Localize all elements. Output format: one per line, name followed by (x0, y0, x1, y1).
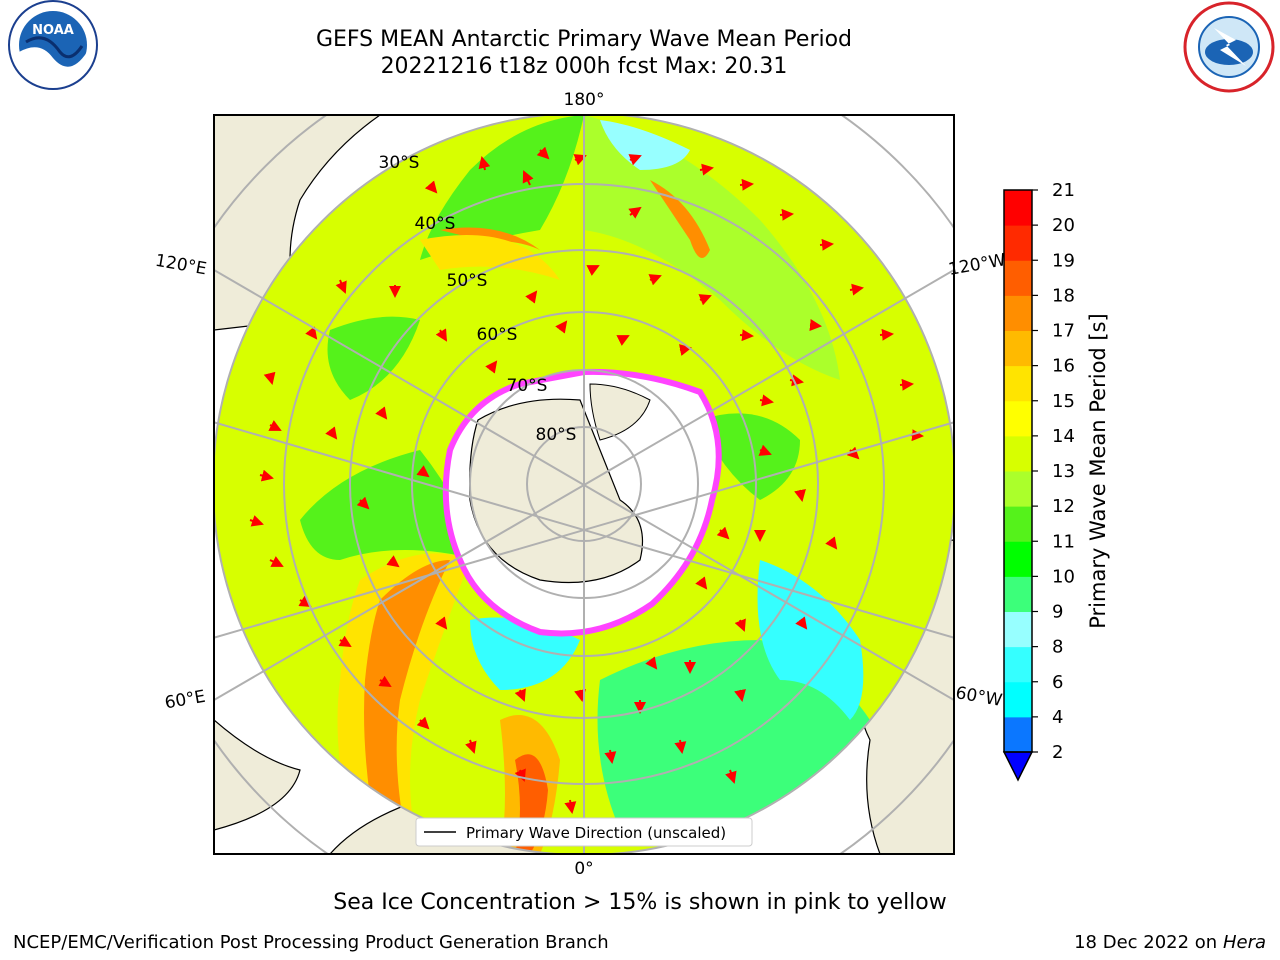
lon-label-120e: 120°E (154, 251, 208, 280)
colorbar-tick-label: 21 (1052, 180, 1075, 201)
lat-label-80s: 80°S (536, 425, 577, 445)
lat-label-30s: 30°S (379, 153, 420, 173)
colorbar-tick-label: 18 (1052, 285, 1075, 306)
colorbar-segment (1004, 576, 1032, 612)
colorbar: 2 4 6 8 9 10 11 12 13 14 15 16 17 18 19 20 21 Primary Wa… (1002, 180, 1110, 782)
colorbar-segment (1004, 435, 1032, 472)
legend-label: Primary Wave Direction (unscaled) (466, 824, 726, 842)
lon-label-60w: 60°W (954, 683, 1004, 711)
lat-label-50s: 50°S (447, 271, 488, 291)
map-legend: Primary Wave Direction (unscaled) (415, 817, 753, 847)
colorbar-tick-label: 20 (1052, 215, 1075, 236)
colorbar-tick-label: 4 (1052, 707, 1063, 728)
colorbar-tick-label: 8 (1052, 637, 1063, 658)
colorbar-segment (1004, 716, 1032, 753)
generation-date: 18 Dec 2022 on Hera (1074, 932, 1266, 953)
noaa-logo: NOAA (8, 0, 98, 90)
colorbar-tick-label: 9 (1052, 602, 1063, 623)
colorbar-tick-label: 6 (1052, 672, 1063, 693)
colorbar-segment (1004, 400, 1032, 437)
figure-title: GEFS MEAN Antarctic Primary Wave Mean Pe… (315, 27, 853, 52)
map-frame (213, 114, 955, 855)
colorbar-segment (1004, 190, 1032, 226)
colorbar-ticks: 2 4 6 8 9 10 11 12 13 14 15 16 17 18 19 20 21 (1032, 180, 1075, 763)
generation-date-text: 18 Dec 2022 on (1074, 932, 1218, 953)
colorbar-tick-label: 12 (1052, 496, 1075, 517)
colorbar-tick-label: 17 (1052, 321, 1075, 342)
producer-credit: NCEP/EMC/Verification Post Processing Pr… (13, 932, 609, 953)
colorbar-segment (1004, 541, 1032, 577)
sea-ice-note: Sea Ice Concentration > 15% is shown in … (333, 890, 947, 915)
colorbar-tick-label: 11 (1052, 531, 1075, 552)
lon-label-120w: 120°W (947, 250, 1008, 280)
graticule (214, 115, 954, 854)
colorbar-segment (1004, 225, 1032, 261)
colorbar-extend-triangle (1002, 751, 1034, 782)
colorbar-segment (1004, 295, 1032, 331)
national-weather-service-logo (1183, 1, 1275, 93)
colorbar-segment (1004, 506, 1032, 542)
lon-label-0: 0° (574, 859, 593, 879)
lon-label-180: 180° (564, 90, 605, 110)
svg-text:NOAA: NOAA (32, 23, 74, 38)
colorbar-segment (1004, 681, 1032, 718)
colorbar-tick-label: 15 (1052, 391, 1075, 412)
lat-label-40s: 40°S (415, 214, 456, 234)
generation-host: Hera (1222, 932, 1266, 953)
lat-label-60s: 60°S (477, 325, 518, 345)
colorbar-segments (1004, 190, 1032, 753)
colorbar-tick-label: 16 (1052, 356, 1075, 377)
colorbar-segment (1004, 365, 1032, 402)
figure-subtitle: 20221216 t18z 000h fcst Max: 20.31 (380, 54, 788, 79)
colorbar-tick-label: 13 (1052, 461, 1075, 482)
colorbar-tick-label: 2 (1052, 742, 1063, 763)
colorbar-tick-label: 19 (1052, 250, 1075, 271)
colorbar-segment (1004, 260, 1032, 296)
colorbar-segment (1004, 611, 1032, 648)
colorbar-segment (1004, 471, 1032, 507)
colorbar-label: Primary Wave Mean Period [s] (1086, 313, 1110, 629)
colorbar-tick-label: 14 (1052, 426, 1075, 447)
colorbar-tick-label: 10 (1052, 566, 1075, 587)
colorbar-segment (1004, 330, 1032, 367)
lat-label-70s: 70°S (507, 376, 548, 396)
colorbar-segment (1004, 646, 1032, 683)
lon-label-60e: 60°E (163, 687, 207, 714)
